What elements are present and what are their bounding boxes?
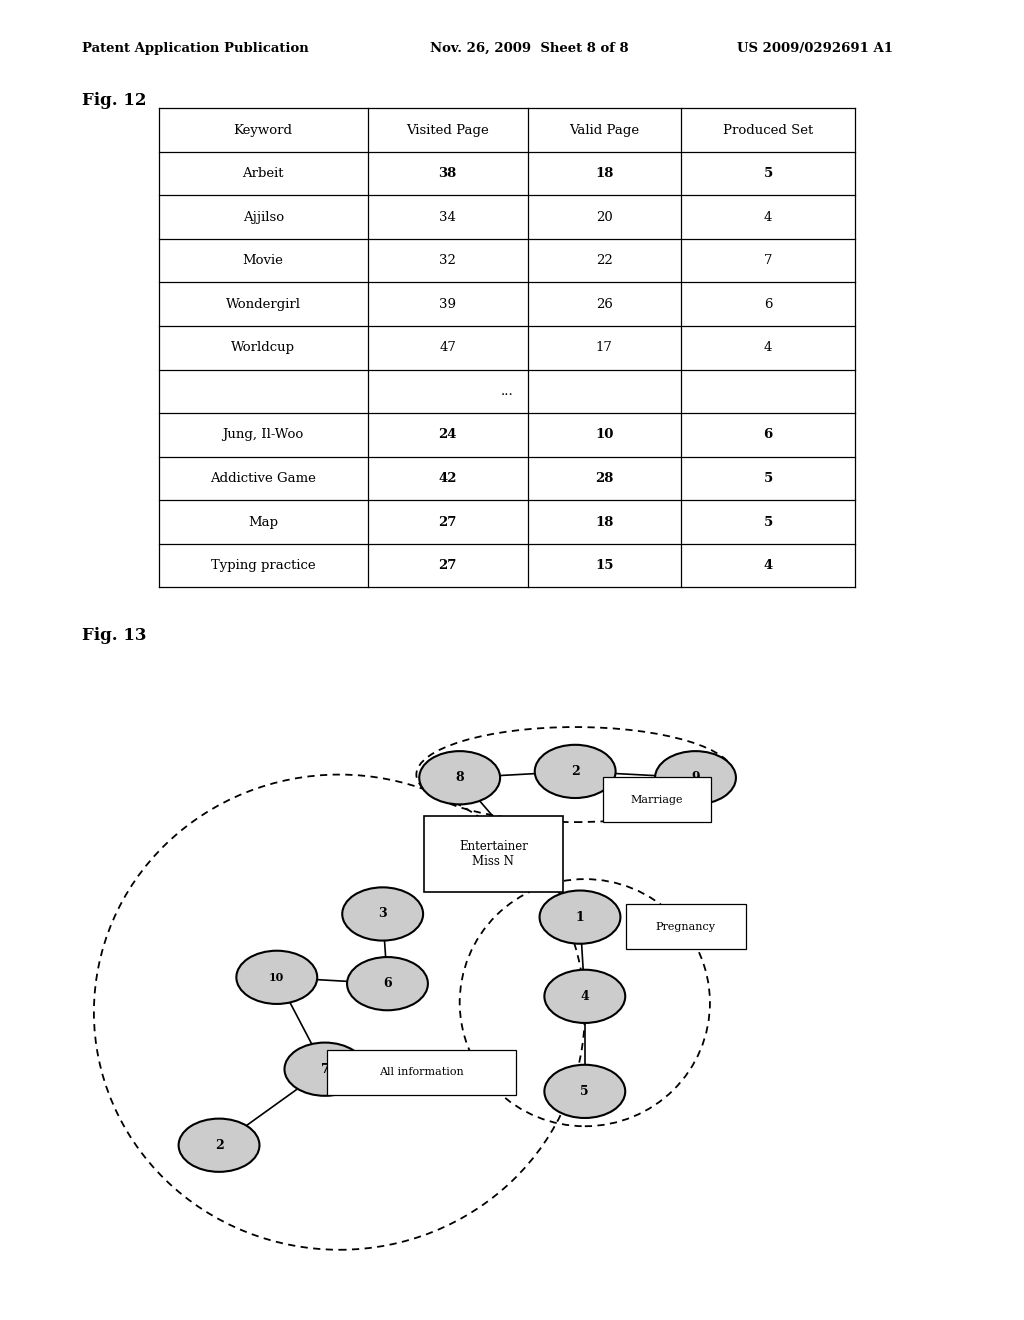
Text: Worldcup: Worldcup	[231, 342, 295, 354]
Text: Typing practice: Typing practice	[211, 560, 315, 572]
Text: 6: 6	[763, 429, 773, 441]
FancyBboxPatch shape	[424, 816, 563, 892]
Text: ...: ...	[501, 385, 513, 397]
Circle shape	[285, 1043, 366, 1096]
Text: Marriage: Marriage	[631, 795, 683, 805]
Text: 8: 8	[456, 771, 464, 784]
Text: 6: 6	[764, 298, 772, 310]
Circle shape	[347, 957, 428, 1010]
Text: 17: 17	[596, 342, 612, 354]
Text: Visited Page: Visited Page	[407, 124, 489, 136]
Text: 28: 28	[595, 473, 613, 484]
Text: 26: 26	[596, 298, 612, 310]
Text: 15: 15	[595, 560, 613, 572]
FancyBboxPatch shape	[327, 1049, 515, 1094]
Circle shape	[655, 751, 736, 804]
Text: Produced Set: Produced Set	[723, 124, 813, 136]
Text: 27: 27	[438, 516, 457, 528]
Circle shape	[545, 1065, 626, 1118]
Circle shape	[237, 950, 317, 1005]
Text: 38: 38	[438, 168, 457, 180]
Text: 5: 5	[763, 168, 773, 180]
Circle shape	[342, 887, 423, 941]
Text: 9: 9	[691, 771, 699, 784]
Text: 34: 34	[439, 211, 456, 223]
Text: 18: 18	[595, 168, 613, 180]
Circle shape	[535, 744, 615, 799]
Text: 10: 10	[269, 972, 285, 983]
Text: 6: 6	[383, 977, 392, 990]
Text: 18: 18	[595, 516, 613, 528]
Text: Jung, Il-Woo: Jung, Il-Woo	[222, 429, 304, 441]
FancyBboxPatch shape	[603, 777, 711, 822]
Text: Fig. 13: Fig. 13	[82, 627, 146, 644]
FancyBboxPatch shape	[627, 904, 745, 949]
Text: US 2009/0292691 A1: US 2009/0292691 A1	[737, 42, 893, 55]
Circle shape	[419, 751, 500, 804]
Text: Entertainer
Miss N: Entertainer Miss N	[459, 840, 527, 867]
Text: 7: 7	[321, 1063, 330, 1076]
Text: 42: 42	[438, 473, 457, 484]
Text: Arbeit: Arbeit	[243, 168, 284, 180]
Text: 3: 3	[378, 907, 387, 920]
Text: 5: 5	[763, 473, 773, 484]
Circle shape	[545, 970, 626, 1023]
Text: 10: 10	[595, 429, 613, 441]
Text: 32: 32	[439, 255, 456, 267]
Text: 39: 39	[439, 298, 457, 310]
Text: Map: Map	[248, 516, 279, 528]
Text: Keyword: Keyword	[233, 124, 293, 136]
Text: 24: 24	[438, 429, 457, 441]
Text: 22: 22	[596, 255, 612, 267]
Text: Fig. 12: Fig. 12	[82, 92, 146, 110]
Text: 20: 20	[596, 211, 612, 223]
Text: 4: 4	[764, 211, 772, 223]
Text: 5: 5	[581, 1085, 589, 1098]
Text: Wondergirl: Wondergirl	[225, 298, 301, 310]
Circle shape	[178, 1118, 259, 1172]
Circle shape	[540, 891, 621, 944]
Text: 7: 7	[764, 255, 772, 267]
Text: 27: 27	[438, 560, 457, 572]
Text: 2: 2	[215, 1139, 223, 1152]
Text: Nov. 26, 2009  Sheet 8 of 8: Nov. 26, 2009 Sheet 8 of 8	[430, 42, 629, 55]
Text: Pregnancy: Pregnancy	[656, 921, 716, 932]
Text: Ajjilso: Ajjilso	[243, 211, 284, 223]
Text: 2: 2	[570, 764, 580, 777]
Text: Movie: Movie	[243, 255, 284, 267]
Text: All information: All information	[379, 1068, 464, 1077]
Text: 47: 47	[439, 342, 456, 354]
Text: Patent Application Publication: Patent Application Publication	[82, 42, 308, 55]
Text: 4: 4	[763, 560, 773, 572]
Text: 4: 4	[764, 342, 772, 354]
Text: 4: 4	[581, 990, 589, 1003]
Text: Addictive Game: Addictive Game	[210, 473, 316, 484]
Text: 5: 5	[763, 516, 773, 528]
Text: Valid Page: Valid Page	[569, 124, 639, 136]
Text: 1: 1	[575, 911, 585, 924]
